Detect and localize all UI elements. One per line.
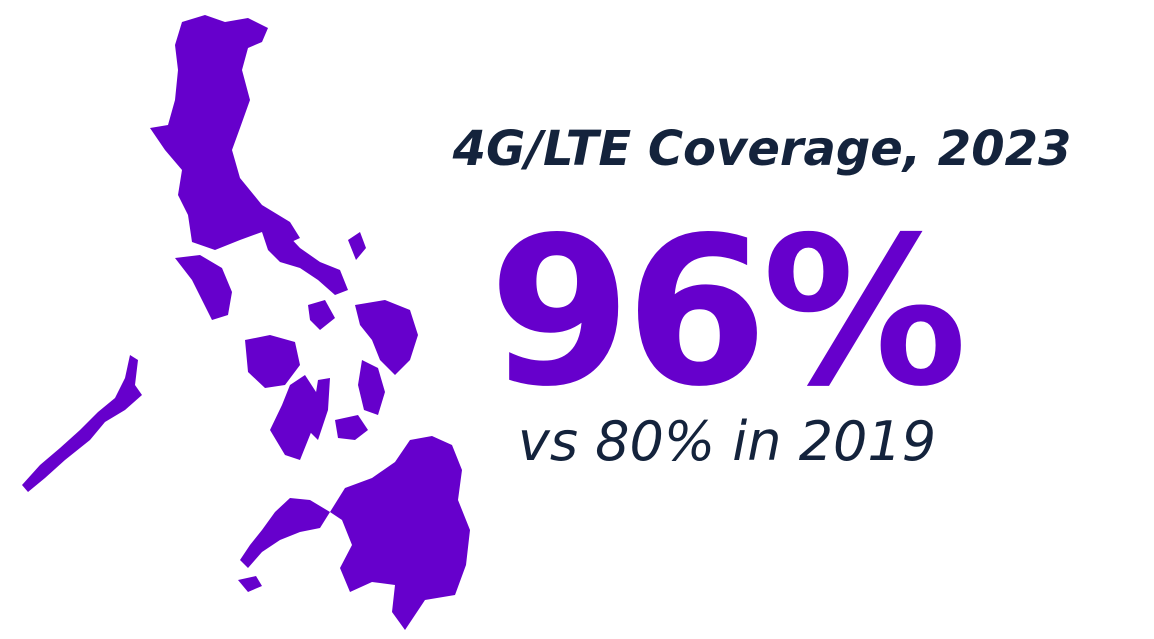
palawan [22,355,142,492]
title: 4G/LTE Coverage, 2023 [452,121,1072,177]
zamboanga [240,498,330,568]
bicol [262,232,348,295]
panay [245,335,300,388]
cebu [310,378,330,440]
catanduanes [348,232,366,260]
leyte [358,360,385,415]
mindoro [175,255,232,320]
negros [270,375,318,460]
mindanao [330,436,470,630]
basilan [238,576,262,592]
masbate [308,300,335,330]
bohol [335,415,368,440]
main-stat: 96% [489,194,962,432]
luzon [150,15,300,250]
comparison: vs 80% in 2019 [518,410,936,473]
philippines-map [22,15,470,630]
samar [355,300,418,375]
